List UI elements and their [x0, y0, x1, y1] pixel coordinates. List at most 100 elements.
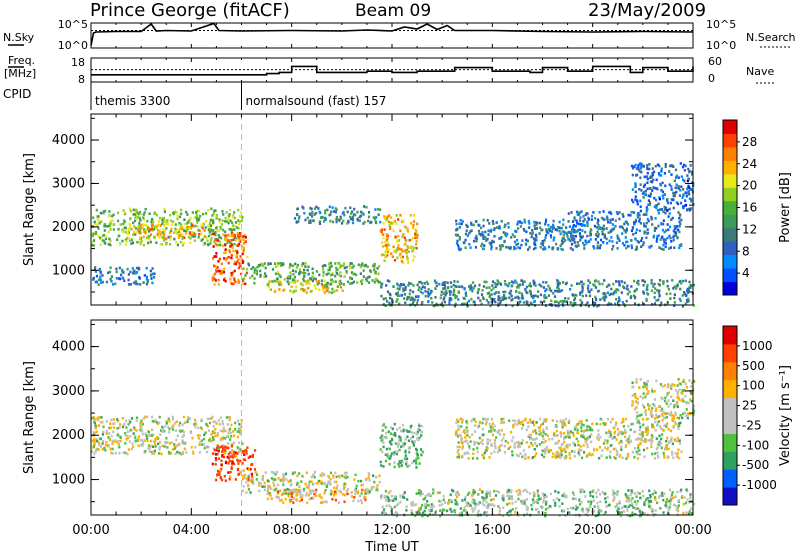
power-scatter-cell [377, 213, 380, 216]
power-scatter-cell [432, 304, 435, 308]
velocity-scatter-cell [402, 441, 405, 445]
power-scatter-cell [218, 235, 221, 239]
power-scatter-cell [651, 172, 654, 175]
velocity-scatter-cell [666, 394, 669, 397]
power-scatter-cell [325, 285, 329, 288]
velocity-scatter-cell [338, 474, 341, 478]
velocity-scatter-cell [382, 423, 386, 426]
power-scatter-cell [625, 221, 628, 224]
power-scatter-cell [302, 288, 305, 291]
velocity-scatter-cell [285, 478, 288, 481]
velocity-scatter-cell [493, 429, 496, 432]
power-scatter-cell [127, 278, 130, 282]
power-scatter-cell [650, 217, 654, 221]
velocity-scatter-cell [525, 428, 528, 432]
power-scatter-cell [118, 234, 121, 238]
velocity-scatter-cell [559, 446, 562, 450]
velocity-scatter-cell [667, 399, 670, 402]
power-scatter-cell [397, 235, 400, 238]
power-scatter-cell [349, 276, 352, 280]
power-scatter-cell [607, 220, 610, 224]
velocity-scatter-cell [413, 431, 416, 435]
velocity-scatter-cell [323, 481, 326, 485]
velocity-scatter-cell [684, 394, 687, 398]
power-scatter-cell [583, 243, 586, 247]
power-scatter-cell [134, 282, 137, 286]
power-scatter-cell [232, 271, 235, 274]
power-scatter-cell [587, 284, 590, 288]
power-scatter-cell [150, 220, 153, 224]
power-scatter-cell [497, 297, 500, 300]
power-scatter-cell [505, 245, 508, 249]
velocity-scatter-cell [101, 420, 104, 424]
power-scatter-cell [395, 300, 398, 303]
velocity-scatter-cell [241, 442, 244, 445]
power-scatter-cell [198, 233, 201, 236]
power-scatter-cell [306, 281, 309, 284]
power-scatter-cell [224, 251, 227, 254]
velocity-scatter-cell [487, 502, 490, 506]
power-scatter-cell [660, 222, 663, 225]
power-scatter-cell [293, 217, 297, 220]
velocity-scatter-cell [228, 477, 231, 481]
power-scatter-cell [470, 297, 473, 301]
velocity-scatter-cell [660, 437, 663, 441]
velocity-scatter-cell [313, 492, 316, 496]
power-scatter-cell [465, 294, 468, 297]
velocity-scatter-cell [468, 447, 471, 450]
power-scatter-cell [204, 226, 207, 229]
velocity-scatter-cell [212, 431, 215, 435]
power-scatter-cell [108, 210, 111, 213]
power-scatter-cell [560, 247, 563, 251]
power-scatter-cell [567, 212, 570, 215]
power-scatter-cell [516, 223, 519, 226]
velocity-scatter-cell [381, 450, 384, 454]
velocity-scatter-cell [621, 417, 624, 421]
velocity-scatter-cell [192, 452, 195, 455]
velocity-scatter-cell [195, 423, 198, 426]
velocity-scatter-cell [220, 467, 223, 471]
power-scatter-cell [107, 230, 110, 234]
power-scatter-cell [599, 243, 602, 247]
power-scatter-cell [170, 227, 173, 231]
power-scatter-cell [674, 231, 677, 234]
power-scatter-cell [99, 275, 102, 279]
velocity-scatter-cell [639, 425, 642, 429]
velocity-scatter-cell [587, 425, 591, 429]
power-scatter-cell [387, 220, 391, 224]
power-scatter-cell [404, 288, 407, 291]
velocity-scatter-cell [457, 453, 460, 456]
velocity-scatter-cell [503, 451, 506, 454]
power-scatter-cell [409, 214, 412, 217]
power-scatter-cell [650, 279, 653, 282]
power-scatter-cell [534, 246, 537, 250]
velocity-scatter-cell [642, 385, 645, 389]
power-scatter-cell [533, 283, 536, 286]
power-scatter-cell [309, 290, 312, 293]
power-scatter-cell [626, 284, 629, 288]
power-scatter-cell [571, 248, 574, 251]
velocity-scatter-cell [669, 384, 672, 387]
power-scatter-cell [188, 226, 191, 230]
power-scatter-cell [449, 281, 452, 284]
power-scatter-cell [592, 211, 595, 214]
velocity-scatter-cell [368, 490, 372, 494]
power-scatter-cell [601, 282, 604, 286]
power-scatter-cell [214, 209, 217, 212]
power-scatter-cell [639, 209, 642, 213]
power-scatter-cell [492, 222, 495, 225]
power-scatter-cell [570, 211, 573, 214]
power-scatter-cell [574, 301, 577, 305]
velocity-scatter-cell [467, 457, 470, 460]
power-scatter-cell [385, 244, 388, 247]
power-scatter-cell [306, 216, 309, 220]
power-scatter-cell [231, 234, 234, 237]
power-scatter-cell [125, 240, 128, 243]
velocity-scatter-cell [385, 431, 388, 435]
power-scatter-cell [493, 282, 497, 285]
velocity-scatter-cell [403, 442, 407, 445]
power-scatter-cell [455, 222, 458, 226]
power-scatter-cell [523, 280, 526, 283]
power-scatter-cell [470, 223, 473, 226]
velocity-scatter-cell [682, 380, 685, 383]
